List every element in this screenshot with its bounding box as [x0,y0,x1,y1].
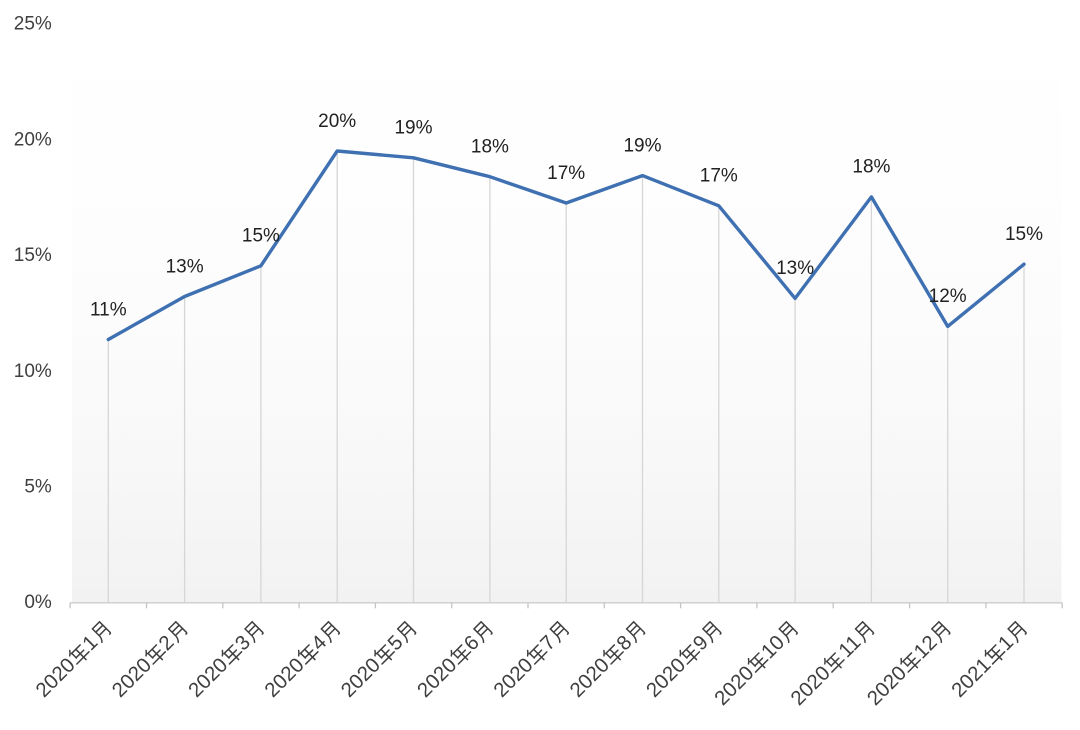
svg-text:13%: 13% [776,258,814,279]
svg-text:12%: 12% [929,286,967,307]
svg-text:0%: 0% [24,592,52,613]
svg-text:18%: 18% [852,157,890,178]
svg-text:20%: 20% [14,129,52,150]
svg-text:11%: 11% [90,299,127,320]
svg-text:25%: 25% [14,14,52,35]
svg-text:5%: 5% [24,477,52,498]
svg-text:10%: 10% [14,361,52,382]
svg-text:17%: 17% [547,163,585,184]
svg-text:19%: 19% [394,118,432,139]
svg-text:15%: 15% [242,226,280,247]
svg-text:17%: 17% [700,166,738,187]
svg-text:18%: 18% [471,137,509,158]
svg-text:13%: 13% [166,256,204,277]
svg-text:19%: 19% [623,135,661,156]
svg-text:20%: 20% [318,111,356,132]
svg-text:15%: 15% [1005,224,1043,245]
svg-text:15%: 15% [14,245,52,266]
